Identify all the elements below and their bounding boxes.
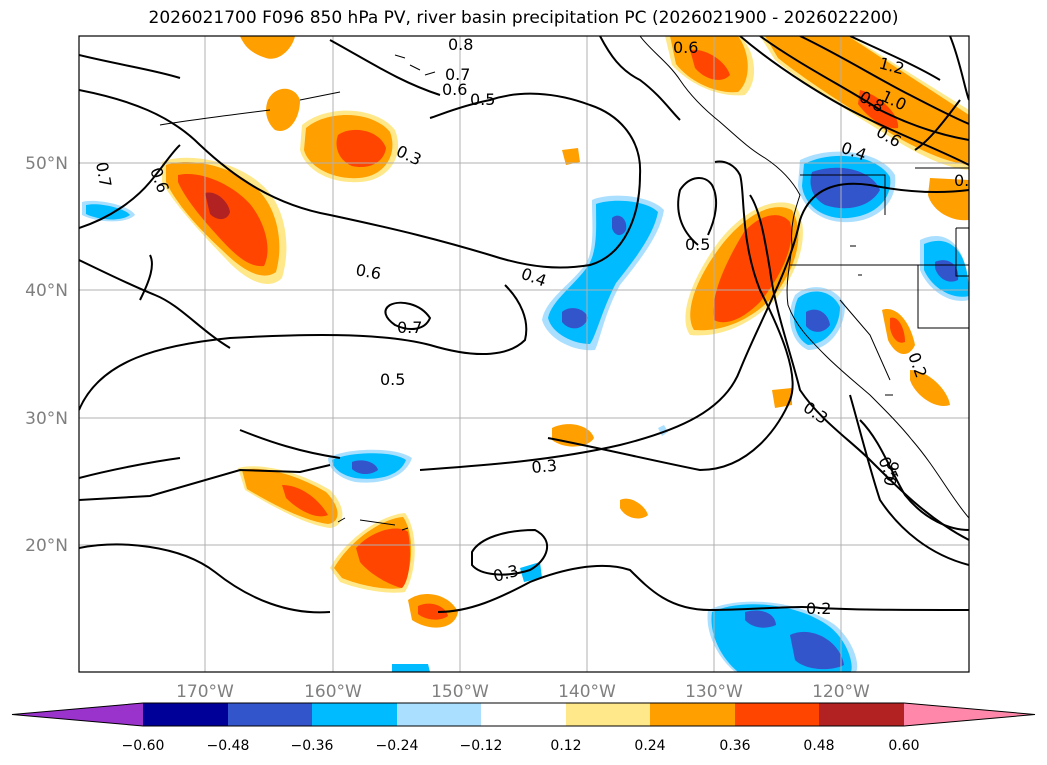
- colorbar-segment: [12, 703, 143, 726]
- contour-label: 0.5: [685, 235, 710, 254]
- colorbar-segment: [904, 703, 1035, 726]
- colorbar: [11, 702, 1036, 727]
- contour-label: 0.6: [880, 459, 903, 487]
- contour-label: 0.2: [806, 599, 831, 618]
- colorbar-tick-label: −0.12: [460, 738, 503, 754]
- colorbar-tick-label: 0.36: [719, 738, 750, 754]
- colorbar-tick-label: −0.48: [207, 738, 250, 754]
- colorbar-tick-label: 0.48: [803, 738, 834, 754]
- longitude-labels: 170°W 160°W 150°W 140°W 130°W 120°W: [176, 682, 870, 702]
- lat-label: 30°N: [25, 409, 68, 429]
- lon-label: 160°W: [304, 682, 362, 702]
- colorbar-tick-label: −0.60: [122, 738, 165, 754]
- colorbar-tick-labels: −0.60 −0.48 −0.36 −0.24 −0.12 0.12 0.24 …: [122, 738, 920, 754]
- colorbar-segment: [819, 703, 904, 726]
- contour-label: 0.5: [470, 90, 495, 109]
- colorbar-segment: [397, 703, 481, 726]
- colorbar-tick-label: −0.24: [376, 738, 419, 754]
- colorbar-segment: [481, 703, 566, 726]
- colorbar-segment: [312, 703, 397, 726]
- coastlines: [159, 36, 969, 531]
- contour-label: 0.7: [397, 318, 422, 337]
- lat-label: 20°N: [25, 536, 68, 556]
- map-plot-area: 0.7 0.6 0.8 0.7 0.6 0.5 0.3 0.6 0.4 0.7 …: [79, 35, 979, 672]
- colorbar-outline: [11, 702, 1036, 727]
- lat-label: 50°N: [25, 154, 68, 174]
- colorbar-tick-label: 0.12: [550, 738, 581, 754]
- contour-label: 0.6: [442, 80, 467, 99]
- contour-label: 0.7: [92, 160, 115, 188]
- graticule: [79, 36, 969, 672]
- colorbar-tick-label: −0.36: [291, 738, 334, 754]
- pv-contours: [79, 36, 969, 614]
- contour-label: 0.7: [445, 65, 470, 84]
- colorbar-tick-label: 0.60: [888, 738, 919, 754]
- lon-label: 170°W: [176, 682, 234, 702]
- map-title: 2026021700 F096 850 hPa PV, river basin …: [148, 8, 899, 28]
- map-frame: [78, 35, 970, 673]
- lon-label: 150°W: [431, 682, 489, 702]
- contour-label: 0.6: [673, 38, 698, 57]
- colorbar-segment: [228, 703, 312, 726]
- lon-label: 140°W: [558, 682, 616, 702]
- colorbar-segment: [650, 703, 735, 726]
- contour-label: 0.6: [354, 260, 382, 283]
- precip-shading: [82, 36, 969, 672]
- latitude-labels: 50°N 40°N 30°N 20°N: [25, 154, 68, 556]
- contour-label: 0.3: [531, 456, 558, 477]
- contour-label: 0.5: [380, 370, 405, 389]
- colorbar-segment: [566, 703, 650, 726]
- contour-label: 0.8: [448, 35, 473, 54]
- lon-label: 120°W: [812, 682, 870, 702]
- contour-label: 0.4: [954, 171, 979, 190]
- lat-label: 40°N: [25, 281, 68, 301]
- colorbar-tick-label: 0.24: [634, 738, 665, 754]
- colorbar-segment: [735, 703, 819, 726]
- lon-label: 130°W: [685, 682, 743, 702]
- colorbar-segment: [143, 703, 228, 726]
